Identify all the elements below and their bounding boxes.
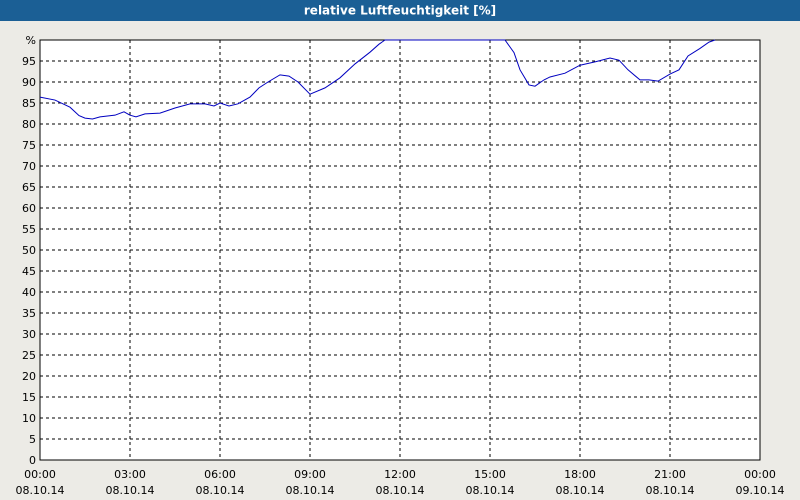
- x-tick-date: 08.10.14: [286, 484, 335, 497]
- x-tick-date: 09.10.14: [736, 484, 785, 497]
- x-tick-label: 18:00: [564, 468, 596, 481]
- y-tick-label: 5: [29, 433, 36, 446]
- y-tick-label: 35: [22, 307, 36, 320]
- y-tick-label: 50: [22, 244, 36, 257]
- x-tick-label: 15:00: [474, 468, 506, 481]
- x-tick-date: 08.10.14: [646, 484, 695, 497]
- y-tick-label: 10: [22, 412, 36, 425]
- y-tick-label: 25: [22, 349, 36, 362]
- y-tick-label: 20: [22, 370, 36, 383]
- x-tick-label: 09:00: [294, 468, 326, 481]
- title-bar: [0, 0, 800, 21]
- x-tick-label: 12:00: [384, 468, 416, 481]
- y-tick-label: 95: [22, 55, 36, 68]
- chart-title: relative Luftfeuchtigkeit [%]: [304, 4, 496, 18]
- y-tick-label: 60: [22, 202, 36, 215]
- x-tick-date: 08.10.14: [376, 484, 425, 497]
- y-tick-label: 85: [22, 97, 36, 110]
- y-tick-label: 30: [22, 328, 36, 341]
- x-tick-date: 08.10.14: [466, 484, 515, 497]
- x-tick-date: 08.10.14: [196, 484, 245, 497]
- x-tick-label: 06:00: [204, 468, 236, 481]
- y-tick-label: 0: [29, 454, 36, 467]
- y-tick-label: 70: [22, 160, 36, 173]
- y-tick-label: 80: [22, 118, 36, 131]
- y-tick-label: 40: [22, 286, 36, 299]
- x-tick-label: 03:00: [114, 468, 146, 481]
- data-line: [39, 39, 716, 120]
- y-tick-label: 15: [22, 391, 36, 404]
- y-tick-label: 45: [22, 265, 36, 278]
- x-tick-label: 00:00: [744, 468, 776, 481]
- x-tick-date: 08.10.14: [106, 484, 155, 497]
- x-tick-label: 00:00: [24, 468, 56, 481]
- x-tick-label: 21:00: [654, 468, 686, 481]
- x-tick-date: 08.10.14: [556, 484, 605, 497]
- y-tick-label: 65: [22, 181, 36, 194]
- x-tick-date: 08.10.14: [16, 484, 65, 497]
- y-tick-label: %: [26, 34, 36, 47]
- y-tick-label: 90: [22, 76, 36, 89]
- y-tick-label: 55: [22, 223, 36, 236]
- y-tick-label: 75: [22, 139, 36, 152]
